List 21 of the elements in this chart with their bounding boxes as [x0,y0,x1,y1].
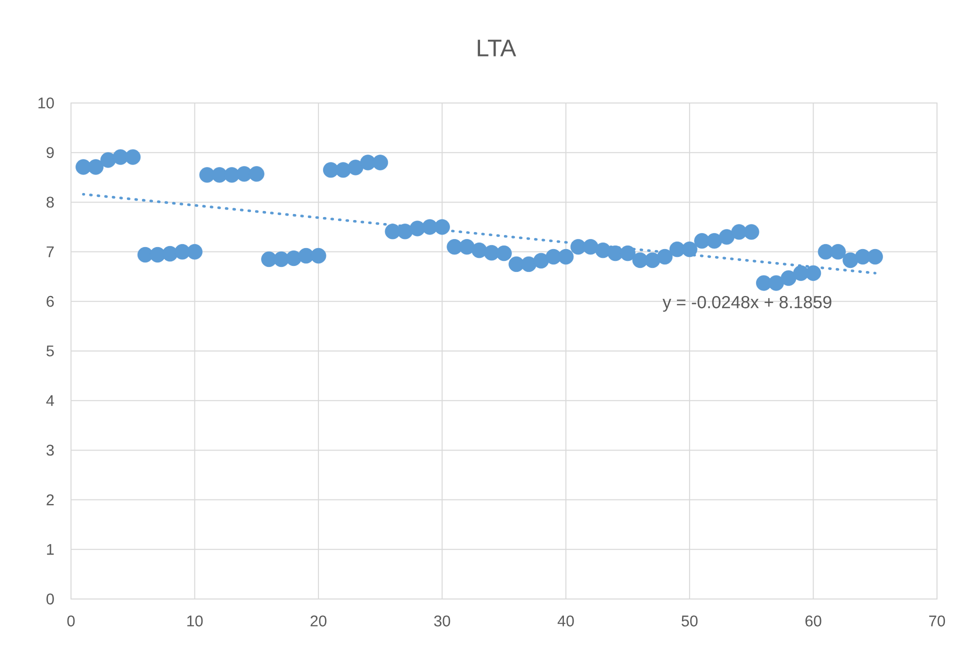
y-tick-label: 2 [46,494,54,506]
x-tick-label: 40 [558,616,574,626]
x-tick-label: 50 [682,616,698,626]
y-tick-label: 6 [46,296,54,307]
y-tick-label: 10 [38,98,54,108]
y-tick-label: 9 [46,147,54,158]
y-tick-label: 7 [46,246,54,258]
y-tick-label: 0 [46,594,54,604]
annotation: y = -0.0248x + 8.1859 [662,296,832,312]
x-tick-label: 0 [67,616,75,626]
chart-title: LTA [478,40,516,56]
x-tick-label: 70 [929,616,945,626]
y-tick-label: 5 [46,346,54,356]
y-tick-label: 1 [47,544,54,555]
y-tick-label: 4 [46,395,54,406]
y-tick-label: 3 [46,444,54,456]
x-tick-label: 10 [187,616,203,626]
x-tick-label: 60 [805,616,822,626]
x-tick-label: 30 [434,616,450,626]
y-tick-label: 8 [46,196,54,208]
x-tick-label: 20 [310,616,326,626]
